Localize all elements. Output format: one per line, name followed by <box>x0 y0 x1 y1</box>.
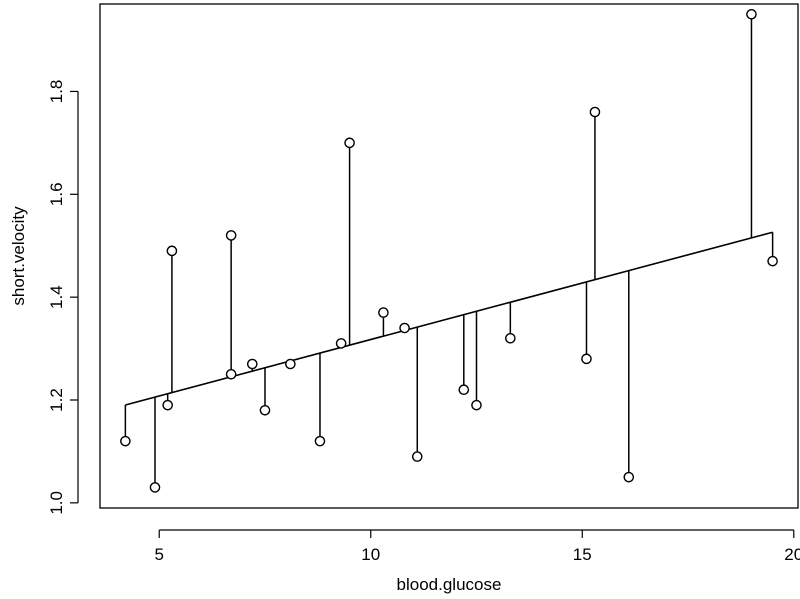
x-tick-label: 15 <box>573 545 592 564</box>
data-point <box>399 322 410 334</box>
data-point <box>259 404 271 416</box>
y-axis-label: short.velocity <box>9 206 28 306</box>
data-points <box>120 8 778 493</box>
data-point <box>120 435 131 447</box>
data-point <box>225 368 237 380</box>
data-point <box>378 307 389 318</box>
x-tick-label: 20 <box>784 545 800 564</box>
axes: 5 10 15 20 1.0 1.2 1.4 1.6 1.8 <box>47 80 800 564</box>
y-tick-label: 1.0 <box>47 491 66 515</box>
data-point <box>149 482 161 493</box>
data-point <box>767 255 778 267</box>
data-point <box>344 137 355 149</box>
x-tick-label: 5 <box>154 545 163 564</box>
y-tick-label: 1.2 <box>47 388 66 412</box>
data-point <box>746 8 757 20</box>
data-point <box>471 399 482 411</box>
x-tick-label: 10 <box>361 545 380 564</box>
data-point <box>285 358 296 370</box>
y-tick-label: 1.4 <box>47 285 66 309</box>
data-point <box>581 353 592 365</box>
data-point <box>162 399 173 411</box>
regression-line <box>125 231 773 406</box>
y-tick-label: 1.6 <box>47 182 66 206</box>
data-point <box>411 451 423 462</box>
data-point <box>505 332 516 344</box>
y-tick-label: 1.8 <box>47 80 66 104</box>
data-point <box>246 358 258 370</box>
data-point <box>623 471 635 483</box>
data-point <box>589 106 601 118</box>
x-axis-label: blood.glucose <box>397 575 502 594</box>
data-point <box>458 384 470 396</box>
data-point <box>314 435 326 447</box>
data-point <box>335 338 347 349</box>
data-point <box>166 245 178 257</box>
data-point <box>225 230 237 241</box>
residual-segments <box>124 14 774 488</box>
plot-frame <box>99 3 799 509</box>
regression-line-group <box>125 231 773 406</box>
